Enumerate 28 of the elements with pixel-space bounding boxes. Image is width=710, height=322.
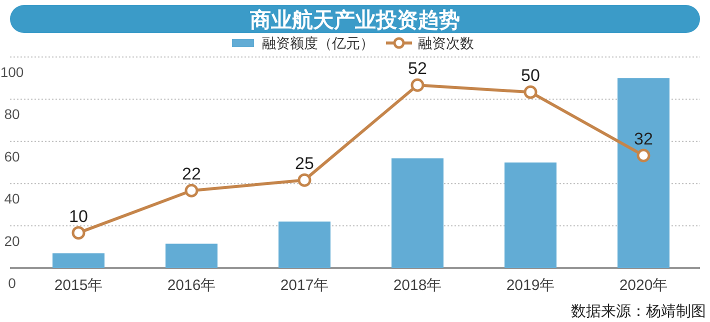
point <box>410 78 424 92</box>
point <box>72 226 86 240</box>
y-tick-label: 0 <box>8 275 16 291</box>
y-tick-label: 40 <box>4 190 20 207</box>
y-tick-label: 20 <box>4 232 20 249</box>
data-label: 10 <box>69 206 88 226</box>
data-label: 52 <box>408 59 427 78</box>
source-note: 数据来源：杨靖制图 <box>571 303 706 320</box>
point <box>636 148 650 162</box>
legend-label: 融资额度（亿元） <box>262 35 374 51</box>
y-tick-label: 100 <box>0 64 24 80</box>
x-tick-label: 2020年 <box>619 277 668 294</box>
data-label: 22 <box>182 164 201 184</box>
data-label: 50 <box>521 66 540 86</box>
x-tick-label: 2019年 <box>506 277 555 294</box>
chart-title: 商业航天产业投资趋势 <box>249 8 460 32</box>
point <box>184 184 198 198</box>
point <box>524 85 538 99</box>
legend-label: 融资次数 <box>418 35 474 51</box>
data-label: 25 <box>295 154 314 174</box>
x-tick-label: 2016年 <box>167 277 216 294</box>
y-tick-label: 80 <box>4 106 20 122</box>
data-label: 32 <box>634 129 653 148</box>
x-tick-label: 2015年 <box>54 277 103 294</box>
x-tick-label: 2017年 <box>280 277 329 294</box>
y-tick-label: 60 <box>4 148 20 164</box>
point <box>298 173 312 187</box>
x-tick-label: 2018年 <box>393 277 442 294</box>
